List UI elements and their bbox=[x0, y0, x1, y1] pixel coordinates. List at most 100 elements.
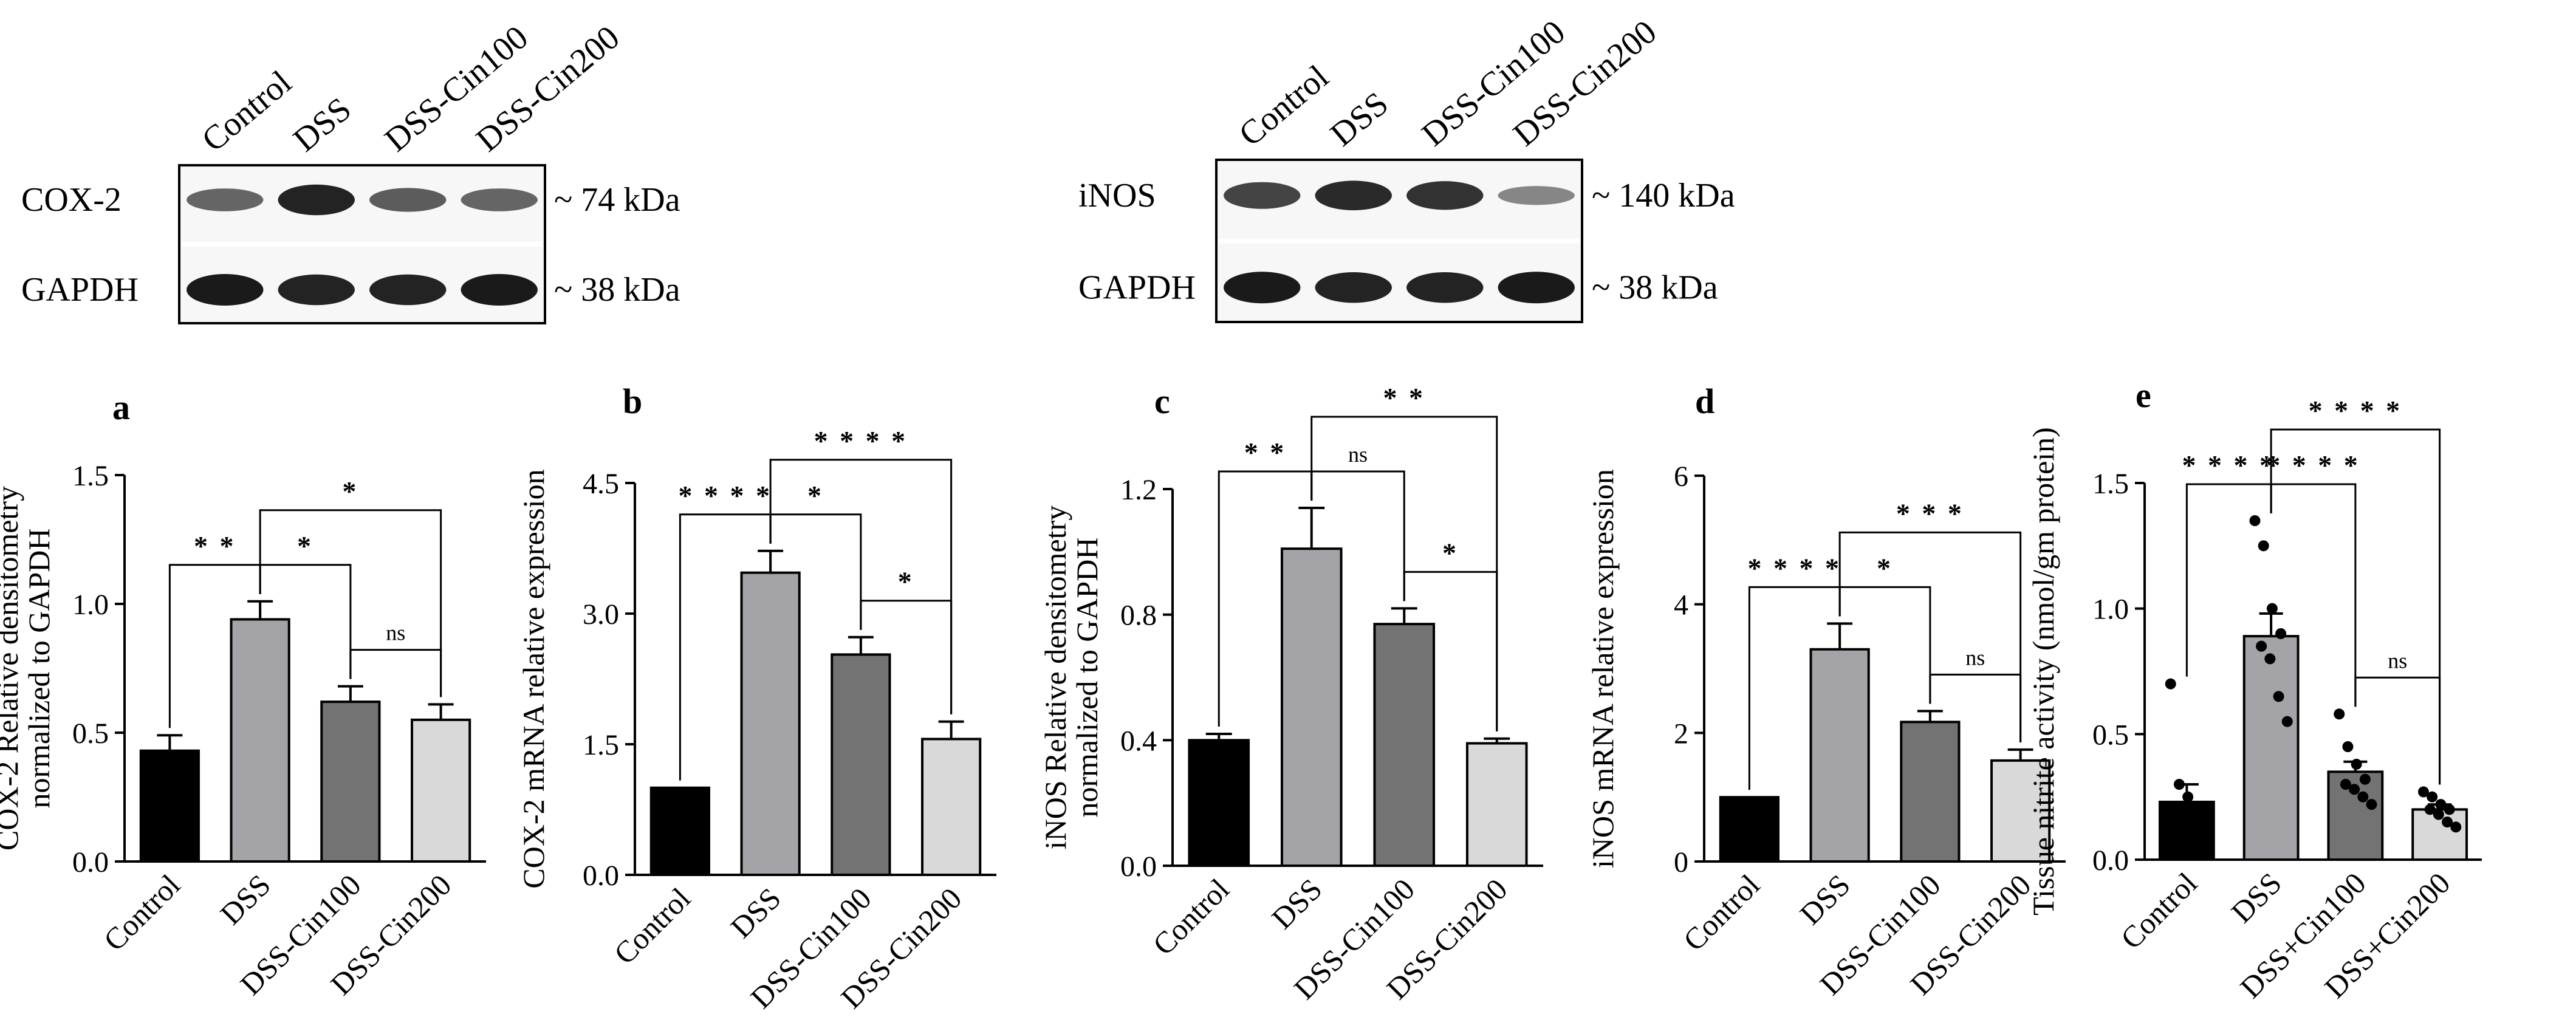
x-tick-label: Control bbox=[2114, 866, 2204, 956]
data-point bbox=[2258, 540, 2269, 552]
significance-bracket bbox=[2270, 428, 2441, 785]
blot-band bbox=[187, 188, 264, 211]
blot-band bbox=[1224, 272, 1301, 304]
bar bbox=[1373, 623, 1436, 867]
blot-lane-label: Control bbox=[195, 63, 299, 159]
bar bbox=[740, 571, 801, 877]
significance-label: * * * * bbox=[814, 425, 908, 456]
chart-panel-a: a 0.0 0.5 1.0 1.5 COX-2 Relative densitometry… bbox=[0, 388, 486, 1002]
blot-band bbox=[461, 188, 538, 211]
y-tick-label: 6 bbox=[1674, 461, 1688, 493]
blot-size-label: ~ 74 kDa bbox=[554, 181, 680, 219]
y-tick-label: 0.0 bbox=[1120, 851, 1157, 883]
significance-label: * * * bbox=[1896, 498, 1964, 529]
significance-label: * bbox=[342, 476, 358, 507]
y-tick-label: 0.5 bbox=[72, 718, 109, 750]
significance-bracket bbox=[1310, 416, 1498, 731]
data-point bbox=[2188, 837, 2200, 848]
bar bbox=[1280, 547, 1343, 867]
blot-band bbox=[1498, 186, 1575, 205]
y-axis-label: iNOS Relative densitometry bbox=[1038, 505, 1072, 850]
y-axis-label: COX-2 Relative densitometry bbox=[0, 486, 24, 851]
bar bbox=[921, 738, 982, 877]
chart-panel-e: e 0.0 0.5 1.0 1.5 Tissue nitrite activity (nm… bbox=[2026, 375, 2482, 1005]
blot-band bbox=[369, 188, 447, 212]
y-axis-label: normalized to GAPDH bbox=[22, 528, 56, 808]
bar bbox=[831, 653, 891, 877]
y-tick-label: 1.2 bbox=[1120, 474, 1157, 506]
data-point bbox=[2273, 691, 2284, 702]
y-tick-label: 0.8 bbox=[1120, 600, 1157, 632]
data-point bbox=[2197, 841, 2209, 853]
blot-band bbox=[187, 274, 264, 306]
x-tick-label: Control bbox=[97, 868, 187, 957]
significance-label: ns bbox=[386, 621, 405, 645]
y-tick-label: 4 bbox=[1674, 589, 1688, 622]
panel-label: e bbox=[2136, 375, 2151, 415]
data-point bbox=[2340, 779, 2351, 790]
significance-label: * * bbox=[1383, 382, 1426, 413]
significance-label: * * bbox=[1244, 437, 1287, 468]
blot-band bbox=[1224, 182, 1301, 209]
significance-bracket bbox=[259, 509, 442, 697]
data-point bbox=[2424, 804, 2436, 815]
y-axis-label: normalized to GAPDH bbox=[1070, 537, 1104, 817]
significance-bracket bbox=[1838, 531, 2022, 742]
significance-label: ns bbox=[1348, 442, 1368, 467]
blot-band bbox=[1315, 272, 1392, 303]
blot-band bbox=[278, 274, 355, 306]
data-point bbox=[2417, 786, 2429, 798]
data-point bbox=[2264, 653, 2276, 665]
significance-label: * * * * bbox=[2266, 450, 2360, 481]
significance-bracket bbox=[769, 459, 953, 714]
y-tick-label: 0.0 bbox=[583, 860, 619, 892]
blot-protein-label: GAPDH bbox=[1078, 269, 1196, 306]
y-tick-label: 0.5 bbox=[2092, 719, 2129, 751]
y-tick-label: 1.5 bbox=[2092, 468, 2129, 500]
significance-label: * * bbox=[194, 530, 236, 561]
data-point bbox=[2256, 640, 2267, 652]
data-point bbox=[2435, 799, 2447, 810]
x-tick-label: Control bbox=[1677, 868, 1767, 957]
blot-band bbox=[461, 274, 538, 306]
significance-label: * bbox=[807, 480, 824, 511]
data-point bbox=[2433, 809, 2444, 820]
data-point bbox=[2351, 758, 2362, 770]
significance-label: * * * * bbox=[1748, 552, 1842, 583]
bar bbox=[1465, 742, 1528, 867]
y-tick-label: 1.5 bbox=[72, 460, 109, 492]
significance-label: * bbox=[898, 566, 914, 597]
y-tick-label: 1.0 bbox=[2092, 594, 2129, 626]
blot-band bbox=[1406, 272, 1484, 303]
blot-size-label: ~ 38 kDa bbox=[554, 271, 680, 309]
bar bbox=[1990, 759, 2051, 863]
blot-protein-label: COX-2 bbox=[21, 181, 122, 219]
y-tick-label: 4.5 bbox=[583, 468, 619, 500]
x-tick-label: Control bbox=[608, 881, 697, 971]
data-point bbox=[2249, 515, 2261, 526]
data-point bbox=[2442, 817, 2453, 827]
y-tick-label: 0.4 bbox=[1120, 725, 1157, 757]
y-tick-label: 1.0 bbox=[72, 589, 109, 621]
significance-label: * * * * bbox=[2309, 395, 2403, 426]
data-point bbox=[2334, 708, 2345, 720]
data-point bbox=[2275, 628, 2287, 639]
y-tick-label: 0 bbox=[1674, 846, 1688, 879]
data-point bbox=[2165, 678, 2176, 690]
y-axis-label: iNOS mRNA relative expression bbox=[1586, 469, 1620, 868]
y-tick-label: 2 bbox=[1674, 718, 1688, 750]
data-point bbox=[2182, 791, 2194, 803]
blot-band bbox=[1498, 272, 1575, 304]
bar bbox=[411, 718, 471, 863]
bar bbox=[1809, 648, 1870, 863]
data-point bbox=[2357, 791, 2369, 803]
x-tick-label: DSS bbox=[2224, 866, 2287, 929]
significance-label: ns bbox=[2388, 648, 2407, 673]
x-tick-label: DSS bbox=[213, 868, 276, 931]
blot-size-label: ~ 38 kDa bbox=[1592, 269, 1718, 306]
significance-label: * * * * bbox=[679, 480, 773, 511]
